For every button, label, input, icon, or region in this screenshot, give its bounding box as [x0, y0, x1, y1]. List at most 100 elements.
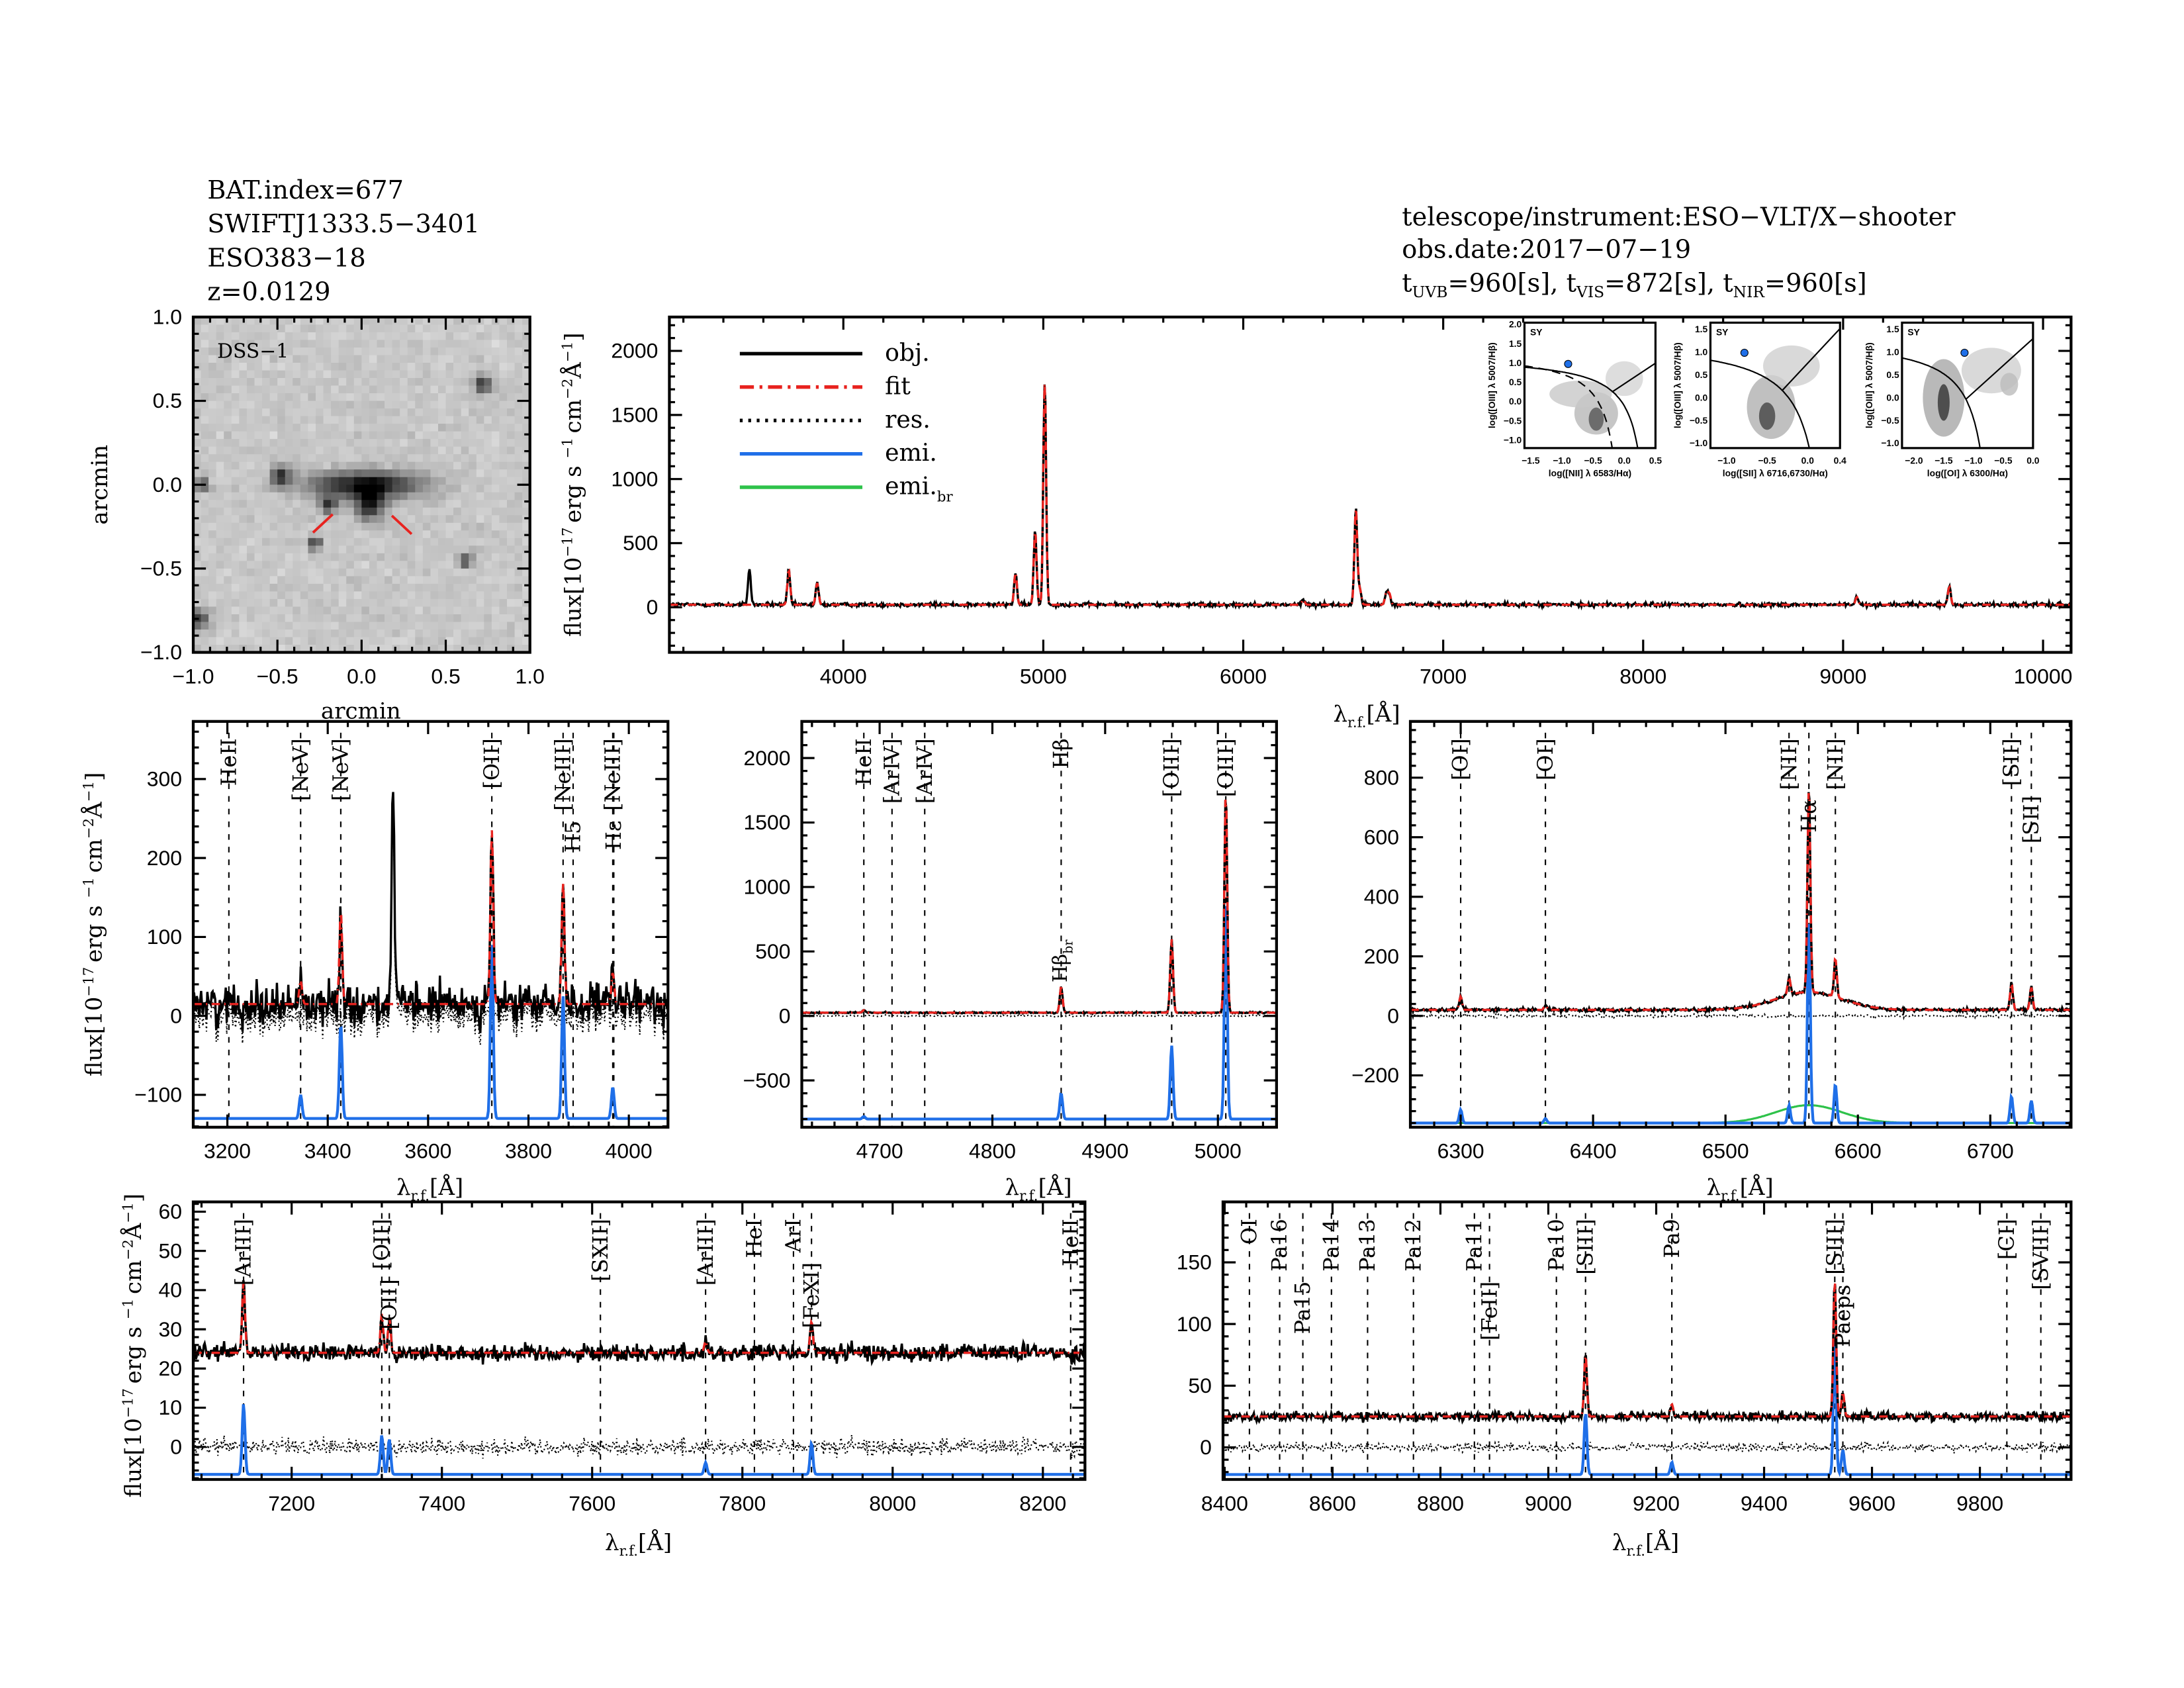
dss-pixel [437, 363, 447, 371]
dss-pixel [507, 363, 516, 371]
dss-pixel [484, 622, 492, 630]
dss-pixel [476, 378, 484, 387]
dss-pixel [407, 393, 416, 402]
dss-pixel [193, 561, 202, 569]
dss-pixel [224, 591, 232, 600]
dss-pixel [437, 454, 447, 463]
dss-pixel [499, 439, 508, 447]
dss-pixel [201, 522, 209, 531]
dss-pixel [476, 370, 484, 379]
legend-item: emi. [739, 438, 937, 467]
dss-pixel [346, 316, 355, 326]
dss-pixel [277, 355, 286, 363]
dss-pixel [484, 477, 492, 485]
observed-series [1222, 1284, 2071, 1426]
dss-pixel [323, 530, 332, 539]
dss-pixel [461, 370, 469, 379]
dss-pixel [338, 553, 347, 561]
dss-pixel [491, 614, 500, 623]
dss-pixel [331, 461, 340, 470]
dss-pixel [193, 645, 202, 653]
line-marker-label: [NeV] [288, 738, 313, 801]
dss-pixel [338, 424, 347, 432]
dss-pixel [201, 538, 209, 546]
dss-pixel [453, 530, 462, 539]
dss-pixel [422, 416, 432, 424]
dss-pixel [246, 583, 255, 592]
dss-pixel [491, 324, 500, 333]
dss-pixel [430, 522, 439, 531]
dss-pixel [285, 416, 293, 424]
dss-pixel [277, 591, 286, 600]
dss-pixel [491, 355, 500, 363]
dss-pixel [231, 431, 240, 440]
dss-pixel [400, 637, 408, 645]
bpt-area [1901, 322, 2033, 448]
dss-pixel [507, 598, 516, 608]
dss-pixel [461, 637, 469, 645]
dss-pixel [385, 332, 393, 341]
dss-pixel [514, 614, 523, 623]
bpt-y-tick-label: 0.5 [1695, 369, 1708, 380]
dss-pixel [269, 614, 278, 623]
dss-pixel [208, 446, 217, 455]
dss-pixel [499, 553, 508, 561]
dss-pixel [361, 598, 370, 608]
dss-pixel [254, 485, 263, 493]
dss-pixel [285, 340, 293, 348]
dss-pixel [201, 553, 209, 561]
dss-pixel [246, 500, 255, 508]
dss-pixel [522, 408, 531, 417]
dss-pixel [269, 461, 278, 470]
dss-pixel [246, 477, 255, 485]
dss-pixel [353, 385, 362, 394]
dss-pixel [476, 530, 484, 539]
line-marker-label: [OII] [369, 1219, 394, 1269]
dss-pixel [231, 538, 240, 546]
dss-pixel [277, 576, 286, 585]
dss-pixel [231, 439, 240, 447]
dss-pixel [361, 416, 370, 424]
dss-pixel [400, 614, 408, 623]
dss-pixel [522, 576, 531, 585]
dss-pixel [201, 424, 209, 432]
dss-pixel [246, 393, 255, 402]
dss-pixel [224, 622, 232, 630]
dss-pixel [499, 378, 508, 387]
dss-pixel [437, 446, 447, 455]
dss-pixel [385, 553, 393, 561]
dss-pixel [323, 461, 332, 470]
dss-pixel [361, 324, 370, 333]
dss-pixel [422, 385, 432, 394]
dss-pixel [231, 614, 240, 623]
dss-pixel [262, 538, 271, 546]
dss-pixel [476, 591, 484, 600]
dss-pixel [300, 545, 309, 554]
dss-pixel [385, 629, 393, 638]
dss-pixel [385, 637, 393, 645]
dss-pixel [293, 576, 301, 585]
dss-pixel [331, 424, 340, 432]
dss-pixel [377, 408, 385, 417]
dss-pixel [392, 507, 400, 516]
dss-pixel [315, 324, 324, 333]
dss-pixel [422, 530, 432, 539]
y-tick-label: 500 [623, 531, 658, 555]
dss-pixel [338, 492, 347, 500]
dss-pixel [415, 408, 424, 417]
dss-pixel [193, 424, 202, 432]
dss-pixel [323, 385, 332, 394]
dss-pixel [461, 598, 469, 608]
dss-pixel [216, 439, 224, 447]
dss-pixel [246, 378, 255, 387]
dss-pixel [338, 583, 347, 592]
spectrum-panel-vis_red: [ArIII] [OII][OII][SXII] [ArIII] HeI ArI[FeX… [158, 1199, 1087, 1515]
dss-pixel [353, 629, 362, 638]
dss-pixel [361, 591, 370, 600]
dss-pixel [201, 446, 209, 455]
xlabel-symbol: λ [1707, 1174, 1721, 1201]
dss-pixel [246, 363, 255, 371]
dss-pixel [216, 507, 224, 516]
dss-pixel [369, 424, 378, 432]
dss-pixel [208, 522, 217, 531]
